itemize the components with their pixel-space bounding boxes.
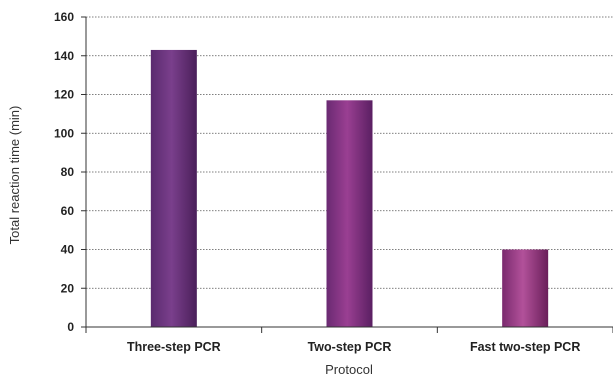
- y-axis-title: Total reaction time (min): [7, 106, 22, 245]
- x-category-labels: Three-step PCR Two-step PCR Fast two-step …: [127, 340, 580, 354]
- x-category-label-0: Three-step PCR: [127, 340, 221, 354]
- y-tick-label-40: 40: [61, 243, 75, 257]
- y-tick-label-120: 120: [54, 88, 74, 102]
- x-category-label-2: Fast two-step PCR: [470, 340, 580, 354]
- y-tick-label-160: 160: [54, 10, 74, 24]
- y-tick-labels: 0 20 40 60 80 100 120 140 160: [54, 10, 74, 334]
- bar-three-step-pcr: [150, 49, 197, 327]
- axes: [81, 16, 613, 333]
- y-tick-label-140: 140: [54, 49, 74, 63]
- y-tick-label-100: 100: [54, 126, 74, 140]
- y-tick-label-80: 80: [61, 165, 75, 179]
- bars: [150, 49, 549, 327]
- y-tick-label-0: 0: [67, 320, 74, 334]
- bar-fast-two-step-pcr: [502, 249, 549, 327]
- x-axis-title: Protocol: [325, 362, 373, 377]
- x-category-label-1: Two-step PCR: [308, 340, 392, 354]
- bar-two-step-pcr: [326, 100, 373, 327]
- y-tick-label-60: 60: [61, 204, 75, 218]
- y-tick-label-20: 20: [61, 281, 75, 295]
